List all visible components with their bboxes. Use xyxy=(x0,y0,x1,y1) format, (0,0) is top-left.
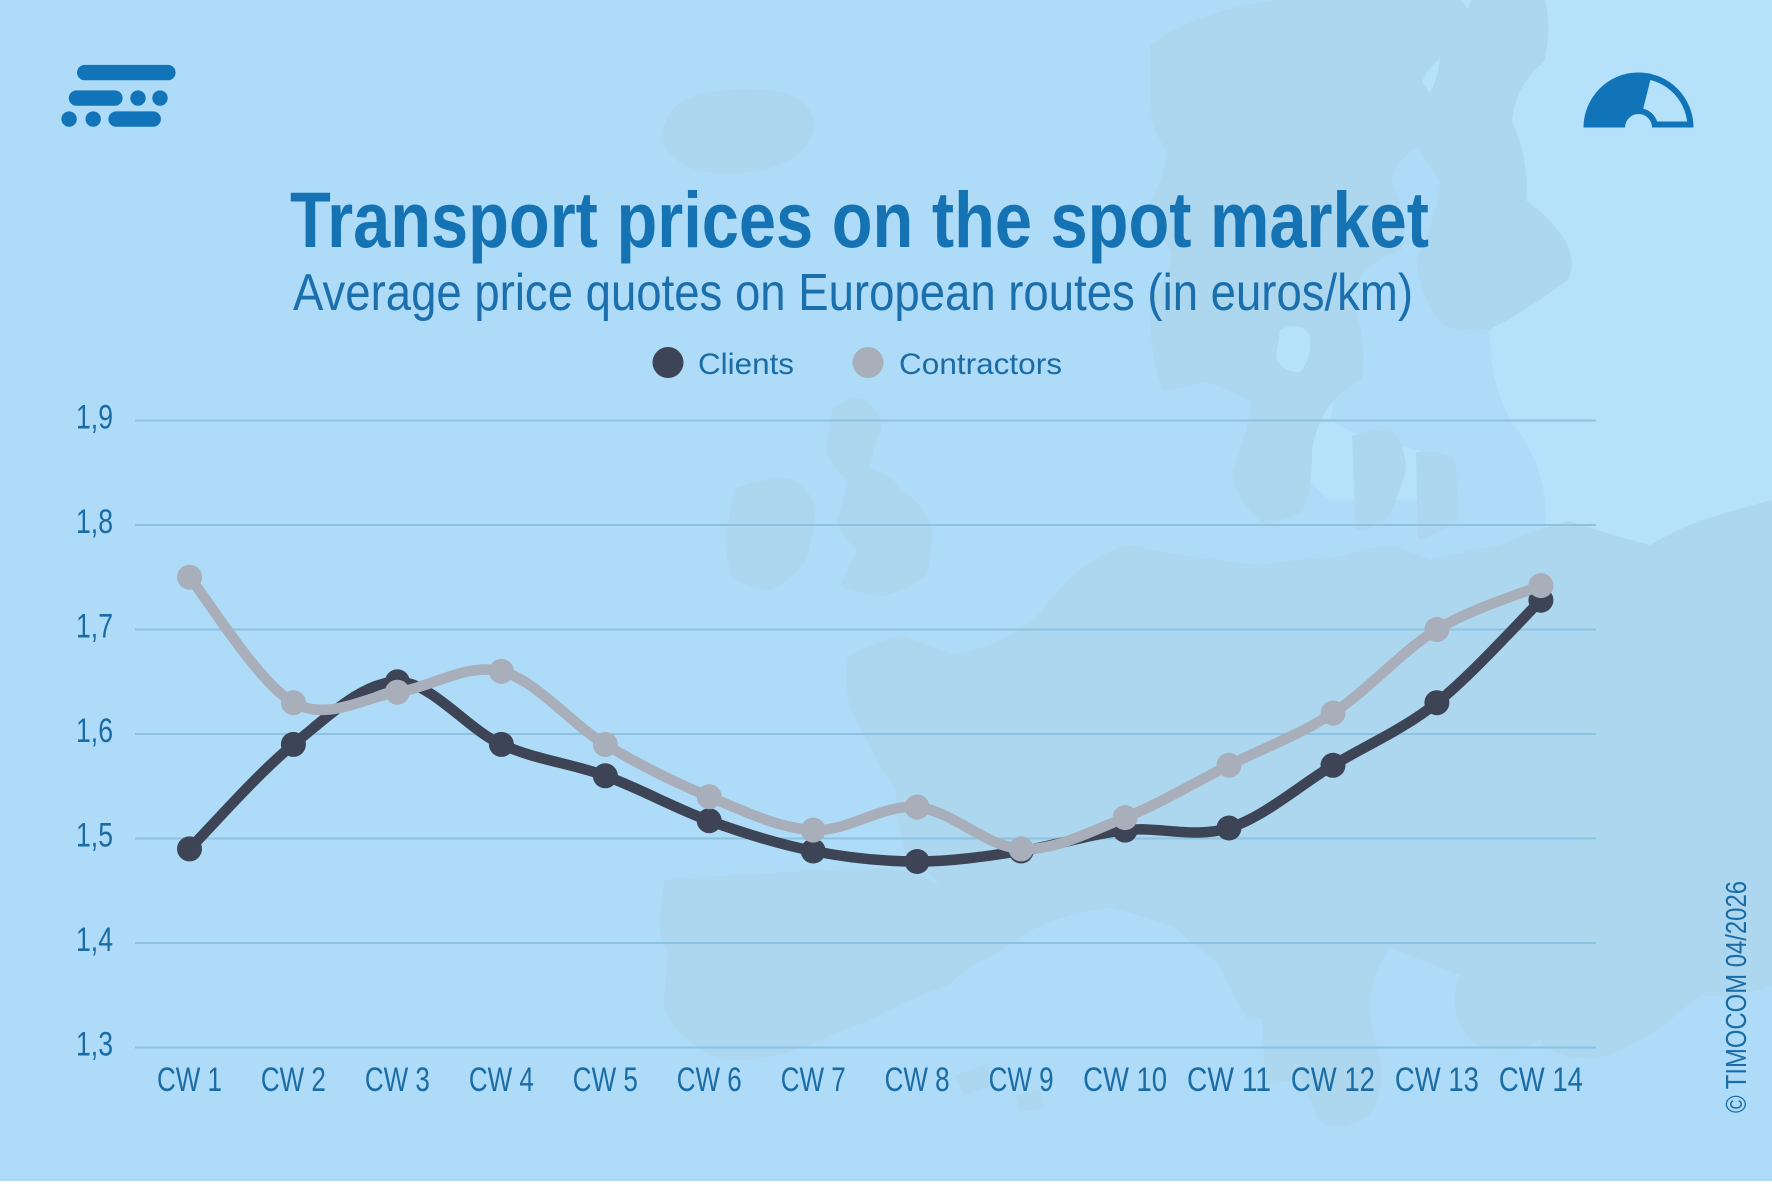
svg-text:Contractors: Contractors xyxy=(899,348,1062,381)
svg-text:Clients: Clients xyxy=(698,348,794,381)
svg-text:CW 6: CW 6 xyxy=(677,1061,742,1099)
svg-text:CW 1: CW 1 xyxy=(157,1061,222,1099)
svg-text:1,5: 1,5 xyxy=(76,817,113,855)
svg-text:CW 12: CW 12 xyxy=(1291,1061,1375,1099)
svg-text:Average price quotes on Europe: Average price quotes on European routes … xyxy=(293,264,1413,322)
svg-text:Transport prices on the spot m: Transport prices on the spot market xyxy=(290,175,1429,264)
svg-text:CW 11: CW 11 xyxy=(1187,1061,1271,1099)
svg-text:CW 13: CW 13 xyxy=(1395,1061,1479,1099)
svg-text:CW 4: CW 4 xyxy=(469,1061,534,1099)
svg-text:1,8: 1,8 xyxy=(76,503,113,541)
svg-text:CW 5: CW 5 xyxy=(573,1061,638,1099)
svg-text:1,6: 1,6 xyxy=(76,712,113,750)
svg-text:© TIMOCOM 04/2026: © TIMOCOM 04/2026 xyxy=(1721,881,1753,1113)
svg-text:CW 7: CW 7 xyxy=(781,1061,846,1099)
svg-text:CW 3: CW 3 xyxy=(365,1061,430,1099)
svg-text:CW 2: CW 2 xyxy=(261,1061,326,1099)
svg-text:CW 8: CW 8 xyxy=(885,1061,950,1099)
svg-text:1,4: 1,4 xyxy=(76,921,113,959)
svg-text:1,3: 1,3 xyxy=(76,1026,113,1064)
svg-text:1,7: 1,7 xyxy=(76,608,113,646)
svg-text:1,9: 1,9 xyxy=(76,399,113,437)
svg-text:CW 10: CW 10 xyxy=(1083,1061,1167,1099)
svg-text:CW 9: CW 9 xyxy=(989,1061,1054,1099)
svg-text:CW 14: CW 14 xyxy=(1499,1061,1583,1099)
